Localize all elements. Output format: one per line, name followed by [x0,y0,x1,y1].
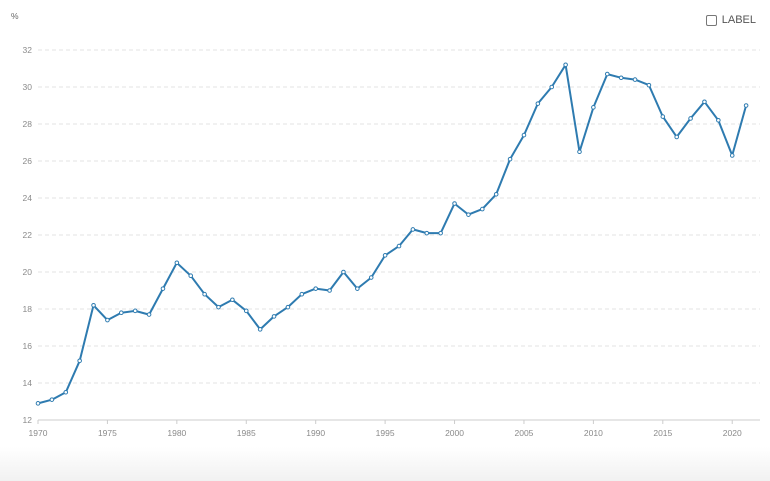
data-point[interactable] [35,401,41,406]
data-point[interactable] [313,286,318,291]
data-point[interactable] [410,227,416,232]
y-tick-label: 14 [23,378,33,388]
y-tick-label: 24 [23,193,33,203]
x-tick-label: 2015 [653,428,672,438]
x-tick-label: 1975 [98,428,117,438]
data-point[interactable] [549,84,555,90]
x-tick-label: 1995 [376,428,395,438]
y-axis: 12 14 16 18 20 22 24 26 28 30 32 [23,45,33,425]
x-axis: 1970 1975 1980 1985 1990 1995 2000 2005 2010 2015… [29,420,742,438]
y-tick-label: 12 [23,415,33,425]
x-tick-label: 1980 [167,428,186,438]
data-point[interactable] [674,134,679,140]
data-point[interactable] [285,304,291,310]
data-point[interactable] [493,192,499,197]
data-point[interactable] [368,275,374,280]
data-point[interactable] [521,132,527,138]
y-tick-label: 16 [23,341,33,351]
y-axis-unit-label: % [11,11,19,21]
data-point[interactable] [688,116,693,121]
series-line-0 [37,63,748,405]
gridlines [38,49,760,421]
data-point[interactable] [341,269,346,275]
data-points [35,62,749,406]
data-point[interactable] [91,303,96,308]
data-point[interactable] [396,243,402,249]
x-tick-label: 2020 [723,428,742,438]
y-tick-label: 22 [23,230,33,240]
data-point[interactable] [382,253,388,258]
data-point[interactable] [424,230,430,236]
data-point[interactable] [646,82,652,88]
label-toggle-text: LABEL [721,14,756,26]
data-point[interactable] [49,397,55,402]
footer-band [0,447,770,481]
data-point[interactable] [230,297,235,303]
data-point[interactable] [243,308,249,314]
data-point[interactable] [105,317,110,323]
data-point[interactable] [591,105,596,110]
x-tick-label: 1990 [306,428,325,438]
y-tick-label: 26 [23,156,33,166]
data-point[interactable] [132,308,138,314]
data-point[interactable] [119,310,124,316]
data-point[interactable] [702,99,707,105]
data-point[interactable] [77,358,82,364]
x-tick-label: 1985 [237,428,256,438]
data-point[interactable] [563,62,568,68]
x-tick-label: 2000 [445,428,464,438]
data-point[interactable] [160,286,166,291]
data-point[interactable] [257,327,263,332]
y-tick-label: 18 [23,304,33,314]
data-point[interactable] [716,118,721,123]
data-point[interactable] [216,304,221,310]
data-point[interactable] [327,288,332,293]
data-point[interactable] [299,291,305,297]
y-tick-label: 32 [23,45,33,55]
series-line [37,63,748,405]
data-point[interactable] [618,75,624,81]
data-point[interactable] [507,156,513,162]
data-point[interactable] [174,260,180,266]
data-point[interactable] [438,230,443,236]
data-point[interactable] [604,71,610,77]
data-point[interactable] [188,273,194,279]
label-checkbox[interactable] [705,14,717,26]
data-point[interactable] [63,389,69,395]
data-point[interactable] [660,114,666,119]
data-point[interactable] [271,314,277,319]
data-point[interactable] [146,312,152,317]
data-point[interactable] [729,153,735,158]
data-point[interactable] [355,286,360,291]
data-point[interactable] [743,103,749,108]
data-point[interactable] [466,212,471,217]
data-point[interactable] [632,77,638,82]
y-tick-label: 30 [23,82,33,92]
data-point[interactable] [535,101,541,106]
data-point[interactable] [480,206,485,212]
x-tick-label: 2010 [584,428,603,438]
data-point[interactable] [202,291,207,297]
x-tick-label: 1970 [29,428,48,438]
y-tick-label: 28 [23,119,33,129]
data-point[interactable] [452,201,457,206]
label-toggle[interactable]: LABEL [705,14,756,26]
data-point[interactable] [577,149,582,155]
y-tick-label: 20 [23,267,33,277]
x-tick-label: 2005 [515,428,534,438]
